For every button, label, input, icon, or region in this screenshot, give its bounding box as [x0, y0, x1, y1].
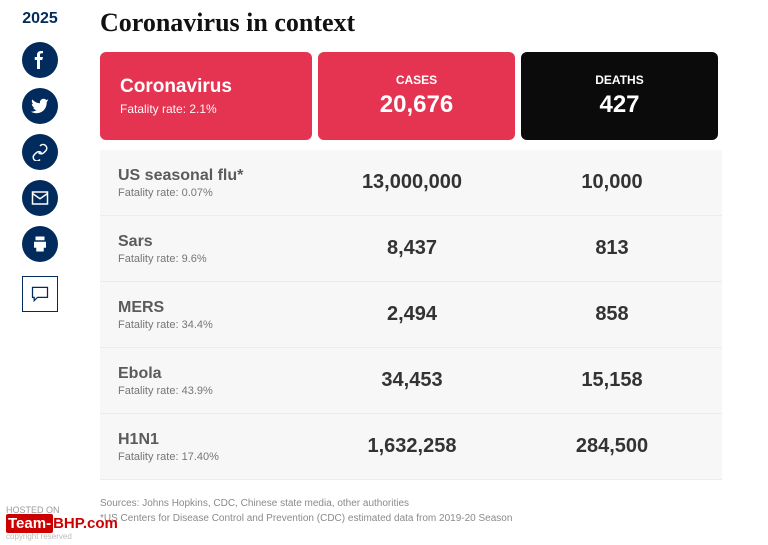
footnotes: Sources: Johns Hopkins, CDC, Chinese sta… [100, 496, 748, 526]
hero-deaths-cell: DEATHS 427 [521, 52, 718, 140]
watermark-copyright: copyright reserved [6, 532, 118, 541]
deaths-header: DEATHS [595, 73, 643, 87]
fatality-rate: Fatality rate: 43.9% [118, 385, 294, 397]
table-row: H1N1 Fatality rate: 17.40% 1,632,258284,50… [100, 414, 722, 480]
table-row: Sars Fatality rate: 9.6% 8,437813 [100, 216, 722, 282]
page-title: Coronavirus in context [100, 8, 748, 38]
cases-value: 8,437 [312, 216, 512, 281]
main-content: Coronavirus in context Coronavirus Fatal… [80, 0, 768, 526]
hero-row: Coronavirus Fatality rate: 2.1% CASES 20… [100, 52, 722, 140]
deaths-value: 813 [512, 216, 712, 281]
disease-name: Sars [118, 233, 294, 251]
hero-cases-cell: CASES 20,676 [318, 52, 515, 140]
disease-name: H1N1 [118, 431, 294, 449]
watermark-brand: Team-BHP.com [6, 515, 118, 532]
cases-value: 13,000,000 [312, 150, 512, 215]
deaths-value: 858 [512, 282, 712, 347]
email-share-button[interactable] [22, 180, 58, 216]
cases-header: CASES [396, 73, 437, 87]
print-share-button[interactable] [22, 226, 58, 262]
disease-name: Ebola [118, 365, 294, 383]
fatality-rate: Fatality rate: 0.07% [118, 187, 294, 199]
year-label: 2025 [22, 10, 58, 28]
cases-value: 34,453 [312, 348, 512, 413]
fatality-rate: Fatality rate: 9.6% [118, 253, 294, 265]
facebook-icon [31, 51, 49, 69]
watermark: HOSTED ON Team-BHP.com copyright reserve… [6, 505, 118, 541]
footnote-cdc: *US Centers for Disease Control and Prev… [100, 511, 748, 526]
hero-name-cell: Coronavirus Fatality rate: 2.1% [100, 52, 312, 140]
table-row: Ebola Fatality rate: 43.9% 34,45315,158 [100, 348, 722, 414]
comment-icon [30, 284, 50, 304]
disease-name-cell: Ebola Fatality rate: 43.9% [100, 348, 312, 413]
disease-name-cell: H1N1 Fatality rate: 17.40% [100, 414, 312, 479]
link-share-button[interactable] [22, 134, 58, 170]
disease-name: US seasonal flu* [118, 167, 294, 185]
deaths-value: 10,000 [512, 150, 712, 215]
hero-cases-value: 20,676 [380, 91, 453, 119]
facebook-share-button[interactable] [22, 42, 58, 78]
disease-name-cell: Sars Fatality rate: 9.6% [100, 216, 312, 281]
hero-disease-name: Coronavirus [120, 76, 232, 98]
table-row: US seasonal flu* Fatality rate: 0.07% 13,0… [100, 150, 722, 216]
cases-value: 1,632,258 [312, 414, 512, 479]
comparison-table: Coronavirus Fatality rate: 2.1% CASES 20… [100, 52, 722, 480]
fatality-rate: Fatality rate: 17.40% [118, 451, 294, 463]
email-icon [31, 189, 49, 207]
twitter-share-button[interactable] [22, 88, 58, 124]
share-sidebar: 2025 [0, 0, 80, 526]
deaths-value: 284,500 [512, 414, 712, 479]
disease-name-cell: MERS Fatality rate: 34.4% [100, 282, 312, 347]
hero-deaths-value: 427 [599, 91, 639, 119]
comment-button[interactable] [22, 276, 58, 312]
twitter-icon [31, 97, 49, 115]
table-row: MERS Fatality rate: 34.4% 2,494858 [100, 282, 722, 348]
disease-name-cell: US seasonal flu* Fatality rate: 0.07% [100, 150, 312, 215]
cases-value: 2,494 [312, 282, 512, 347]
deaths-value: 15,158 [512, 348, 712, 413]
footnote-sources: Sources: Johns Hopkins, CDC, Chinese sta… [100, 496, 748, 511]
hero-fatality-rate: Fatality rate: 2.1% [120, 102, 217, 116]
disease-name: MERS [118, 299, 294, 317]
print-icon [31, 235, 49, 253]
link-icon [31, 143, 49, 161]
fatality-rate: Fatality rate: 34.4% [118, 319, 294, 331]
